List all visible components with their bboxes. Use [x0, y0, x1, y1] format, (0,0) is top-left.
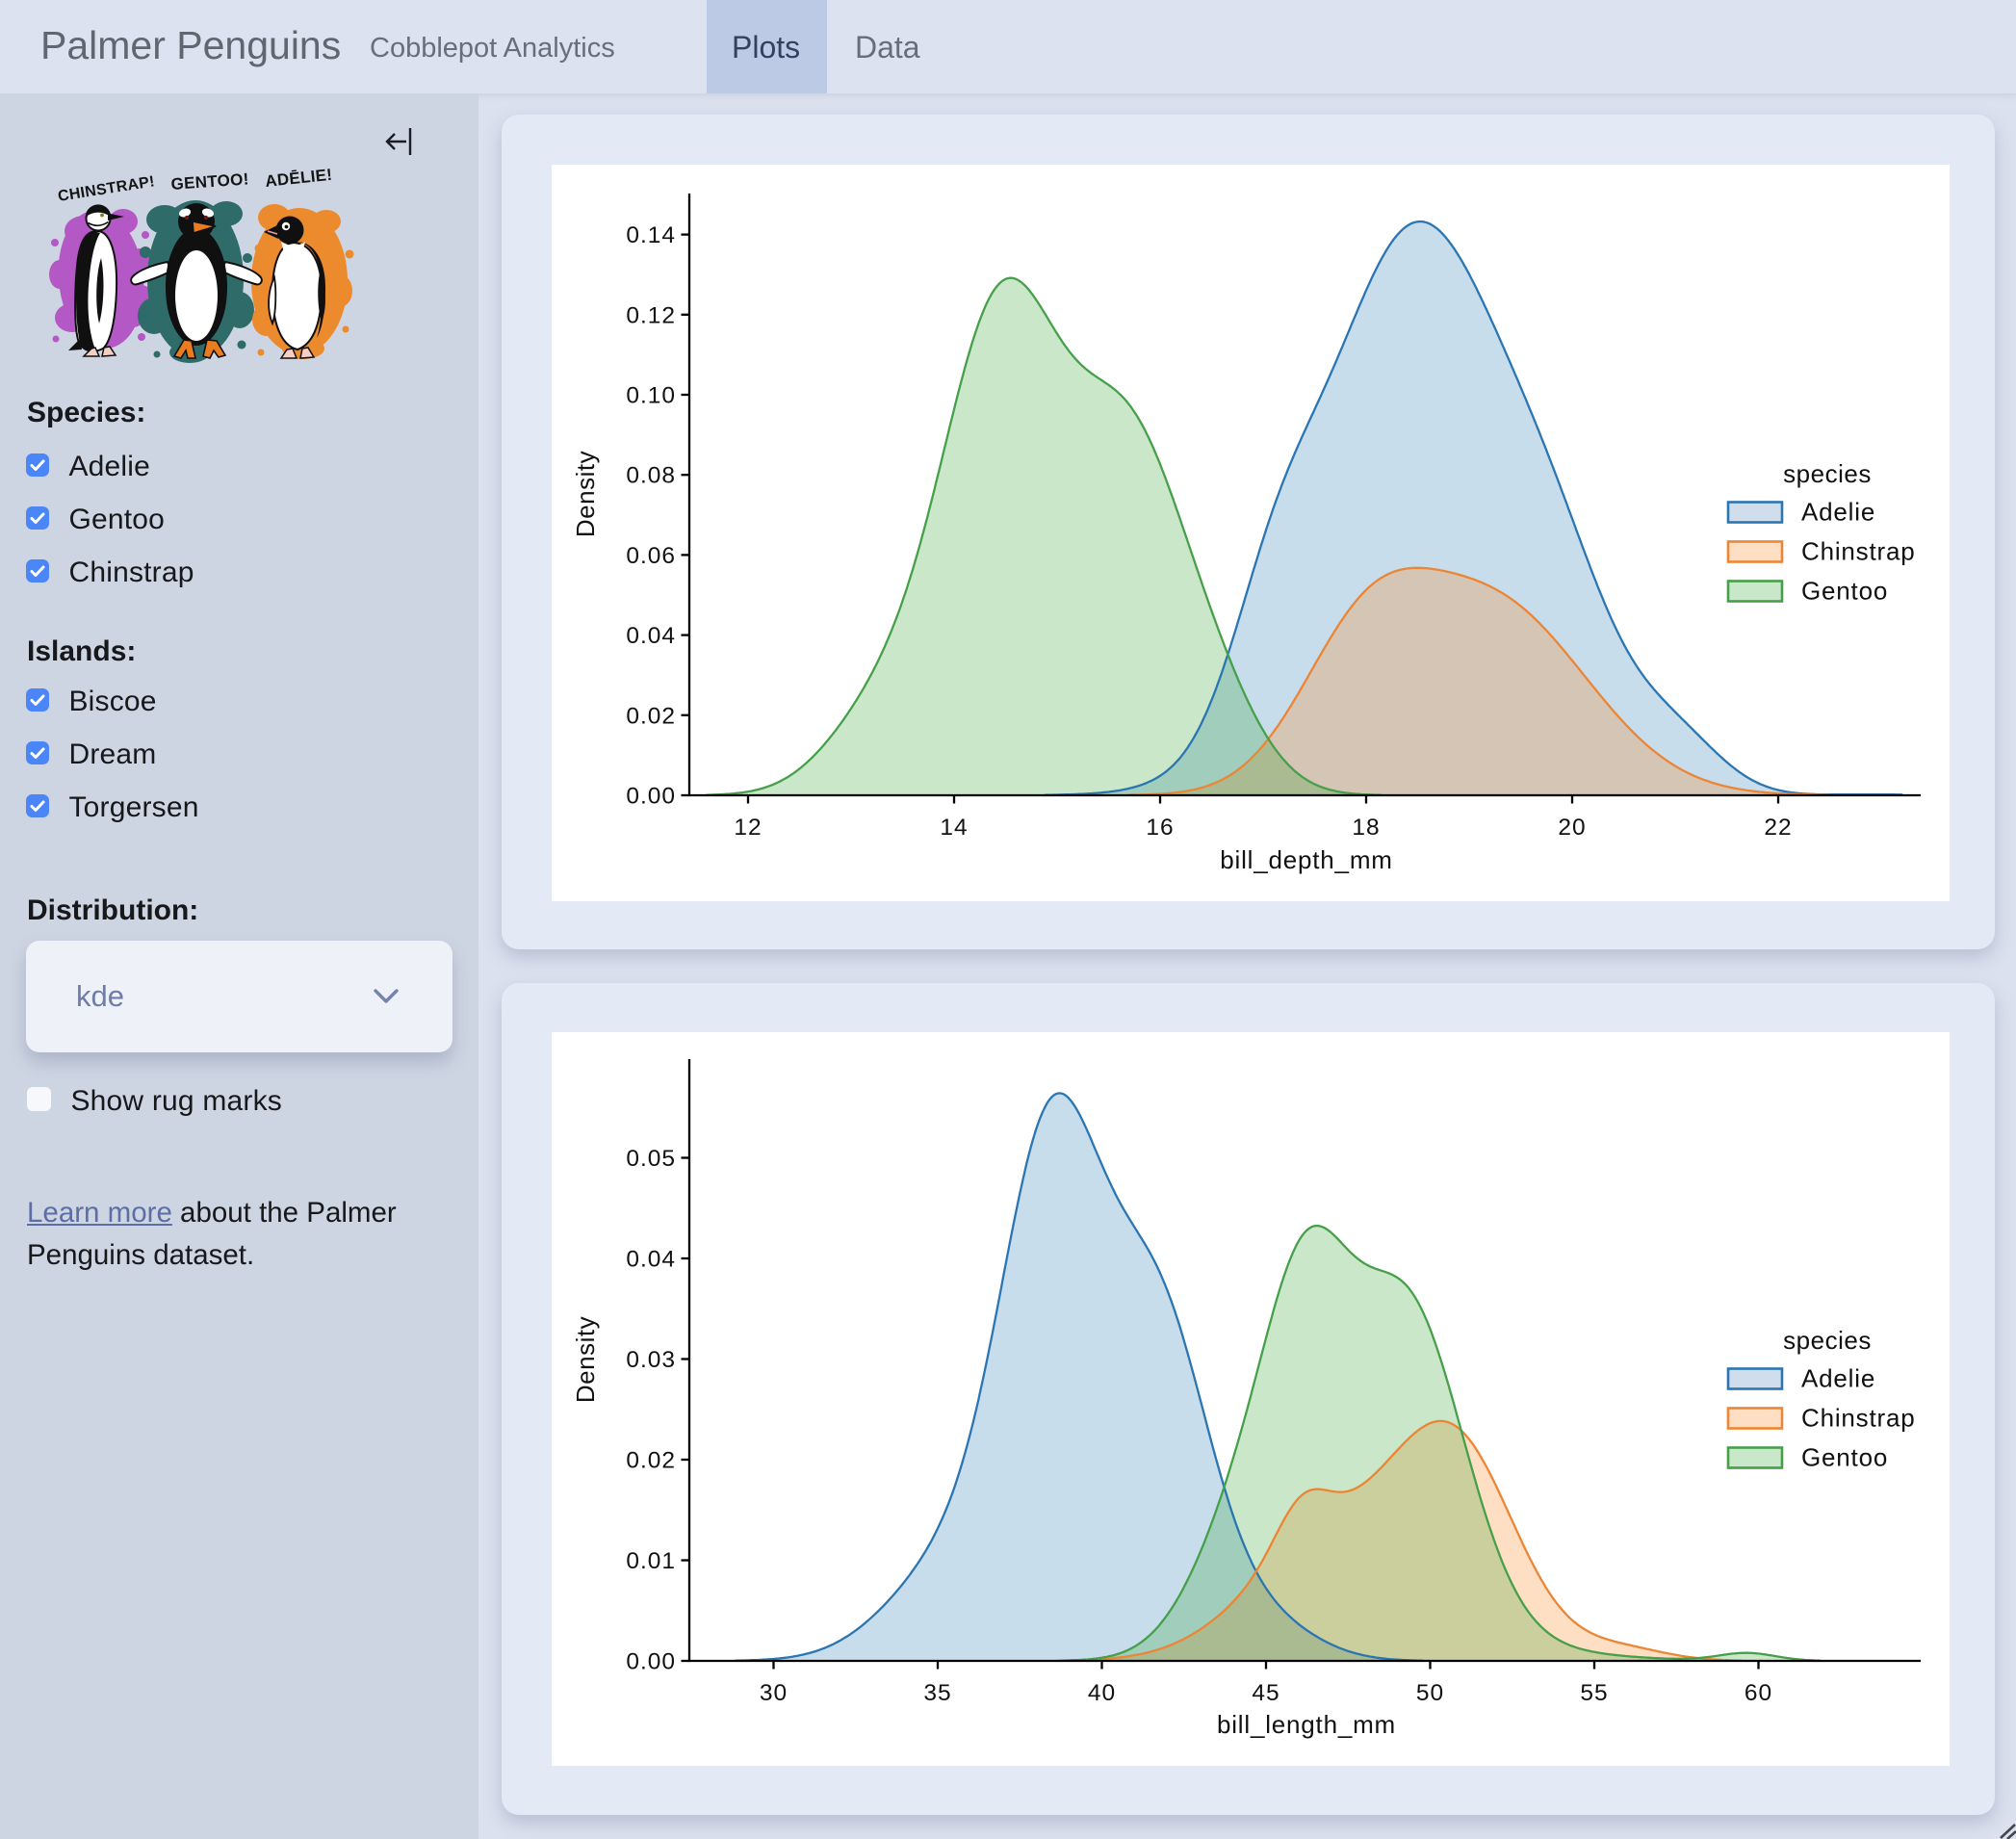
- svg-text:Adelie: Adelie: [1801, 1364, 1875, 1393]
- svg-text:30: 30: [760, 1680, 788, 1706]
- svg-text:55: 55: [1580, 1680, 1608, 1706]
- svg-text:Density: Density: [571, 451, 600, 537]
- svg-text:0.00: 0.00: [626, 1649, 676, 1675]
- svg-text:ADĒLIE!: ADĒLIE!: [264, 166, 333, 191]
- svg-text:0.01: 0.01: [626, 1548, 676, 1574]
- svg-text:0.05: 0.05: [626, 1146, 676, 1172]
- svg-text:0.04: 0.04: [626, 623, 676, 649]
- svg-text:GENTOO!: GENTOO!: [170, 169, 249, 194]
- svg-text:0.04: 0.04: [626, 1247, 676, 1273]
- svg-text:species: species: [1783, 459, 1872, 488]
- svg-text:14: 14: [940, 815, 968, 841]
- svg-text:bill_length_mm: bill_length_mm: [1217, 1710, 1396, 1739]
- svg-text:Adelie: Adelie: [1801, 498, 1875, 527]
- svg-text:50: 50: [1416, 1680, 1444, 1706]
- svg-text:0.02: 0.02: [626, 703, 676, 729]
- svg-text:species: species: [1783, 1326, 1872, 1355]
- svg-text:45: 45: [1252, 1680, 1279, 1706]
- svg-text:22: 22: [1764, 815, 1792, 841]
- svg-text:Chinstrap: Chinstrap: [1801, 1404, 1915, 1433]
- svg-text:0.10: 0.10: [626, 383, 676, 409]
- svg-text:35: 35: [923, 1680, 951, 1706]
- svg-text:0.00: 0.00: [626, 784, 676, 810]
- svg-text:16: 16: [1146, 815, 1174, 841]
- svg-text:0.06: 0.06: [626, 543, 676, 569]
- svg-text:0.14: 0.14: [626, 222, 676, 248]
- svg-text:Density: Density: [571, 1316, 600, 1403]
- svg-text:0.03: 0.03: [626, 1347, 676, 1373]
- svg-text:0.02: 0.02: [626, 1448, 676, 1474]
- svg-text:Gentoo: Gentoo: [1801, 577, 1888, 606]
- svg-text:bill_depth_mm: bill_depth_mm: [1220, 845, 1393, 874]
- svg-text:40: 40: [1088, 1680, 1116, 1706]
- svg-text:0.08: 0.08: [626, 463, 676, 489]
- svg-text:12: 12: [734, 815, 762, 841]
- svg-text:Gentoo: Gentoo: [1801, 1443, 1888, 1472]
- svg-text:60: 60: [1745, 1680, 1772, 1706]
- svg-text:Chinstrap: Chinstrap: [1801, 537, 1915, 566]
- svg-text:18: 18: [1352, 815, 1380, 841]
- svg-text:CHINSTRAP!: CHINSTRAP!: [57, 173, 156, 205]
- svg-text:0.12: 0.12: [626, 302, 676, 328]
- svg-text:20: 20: [1558, 815, 1586, 841]
